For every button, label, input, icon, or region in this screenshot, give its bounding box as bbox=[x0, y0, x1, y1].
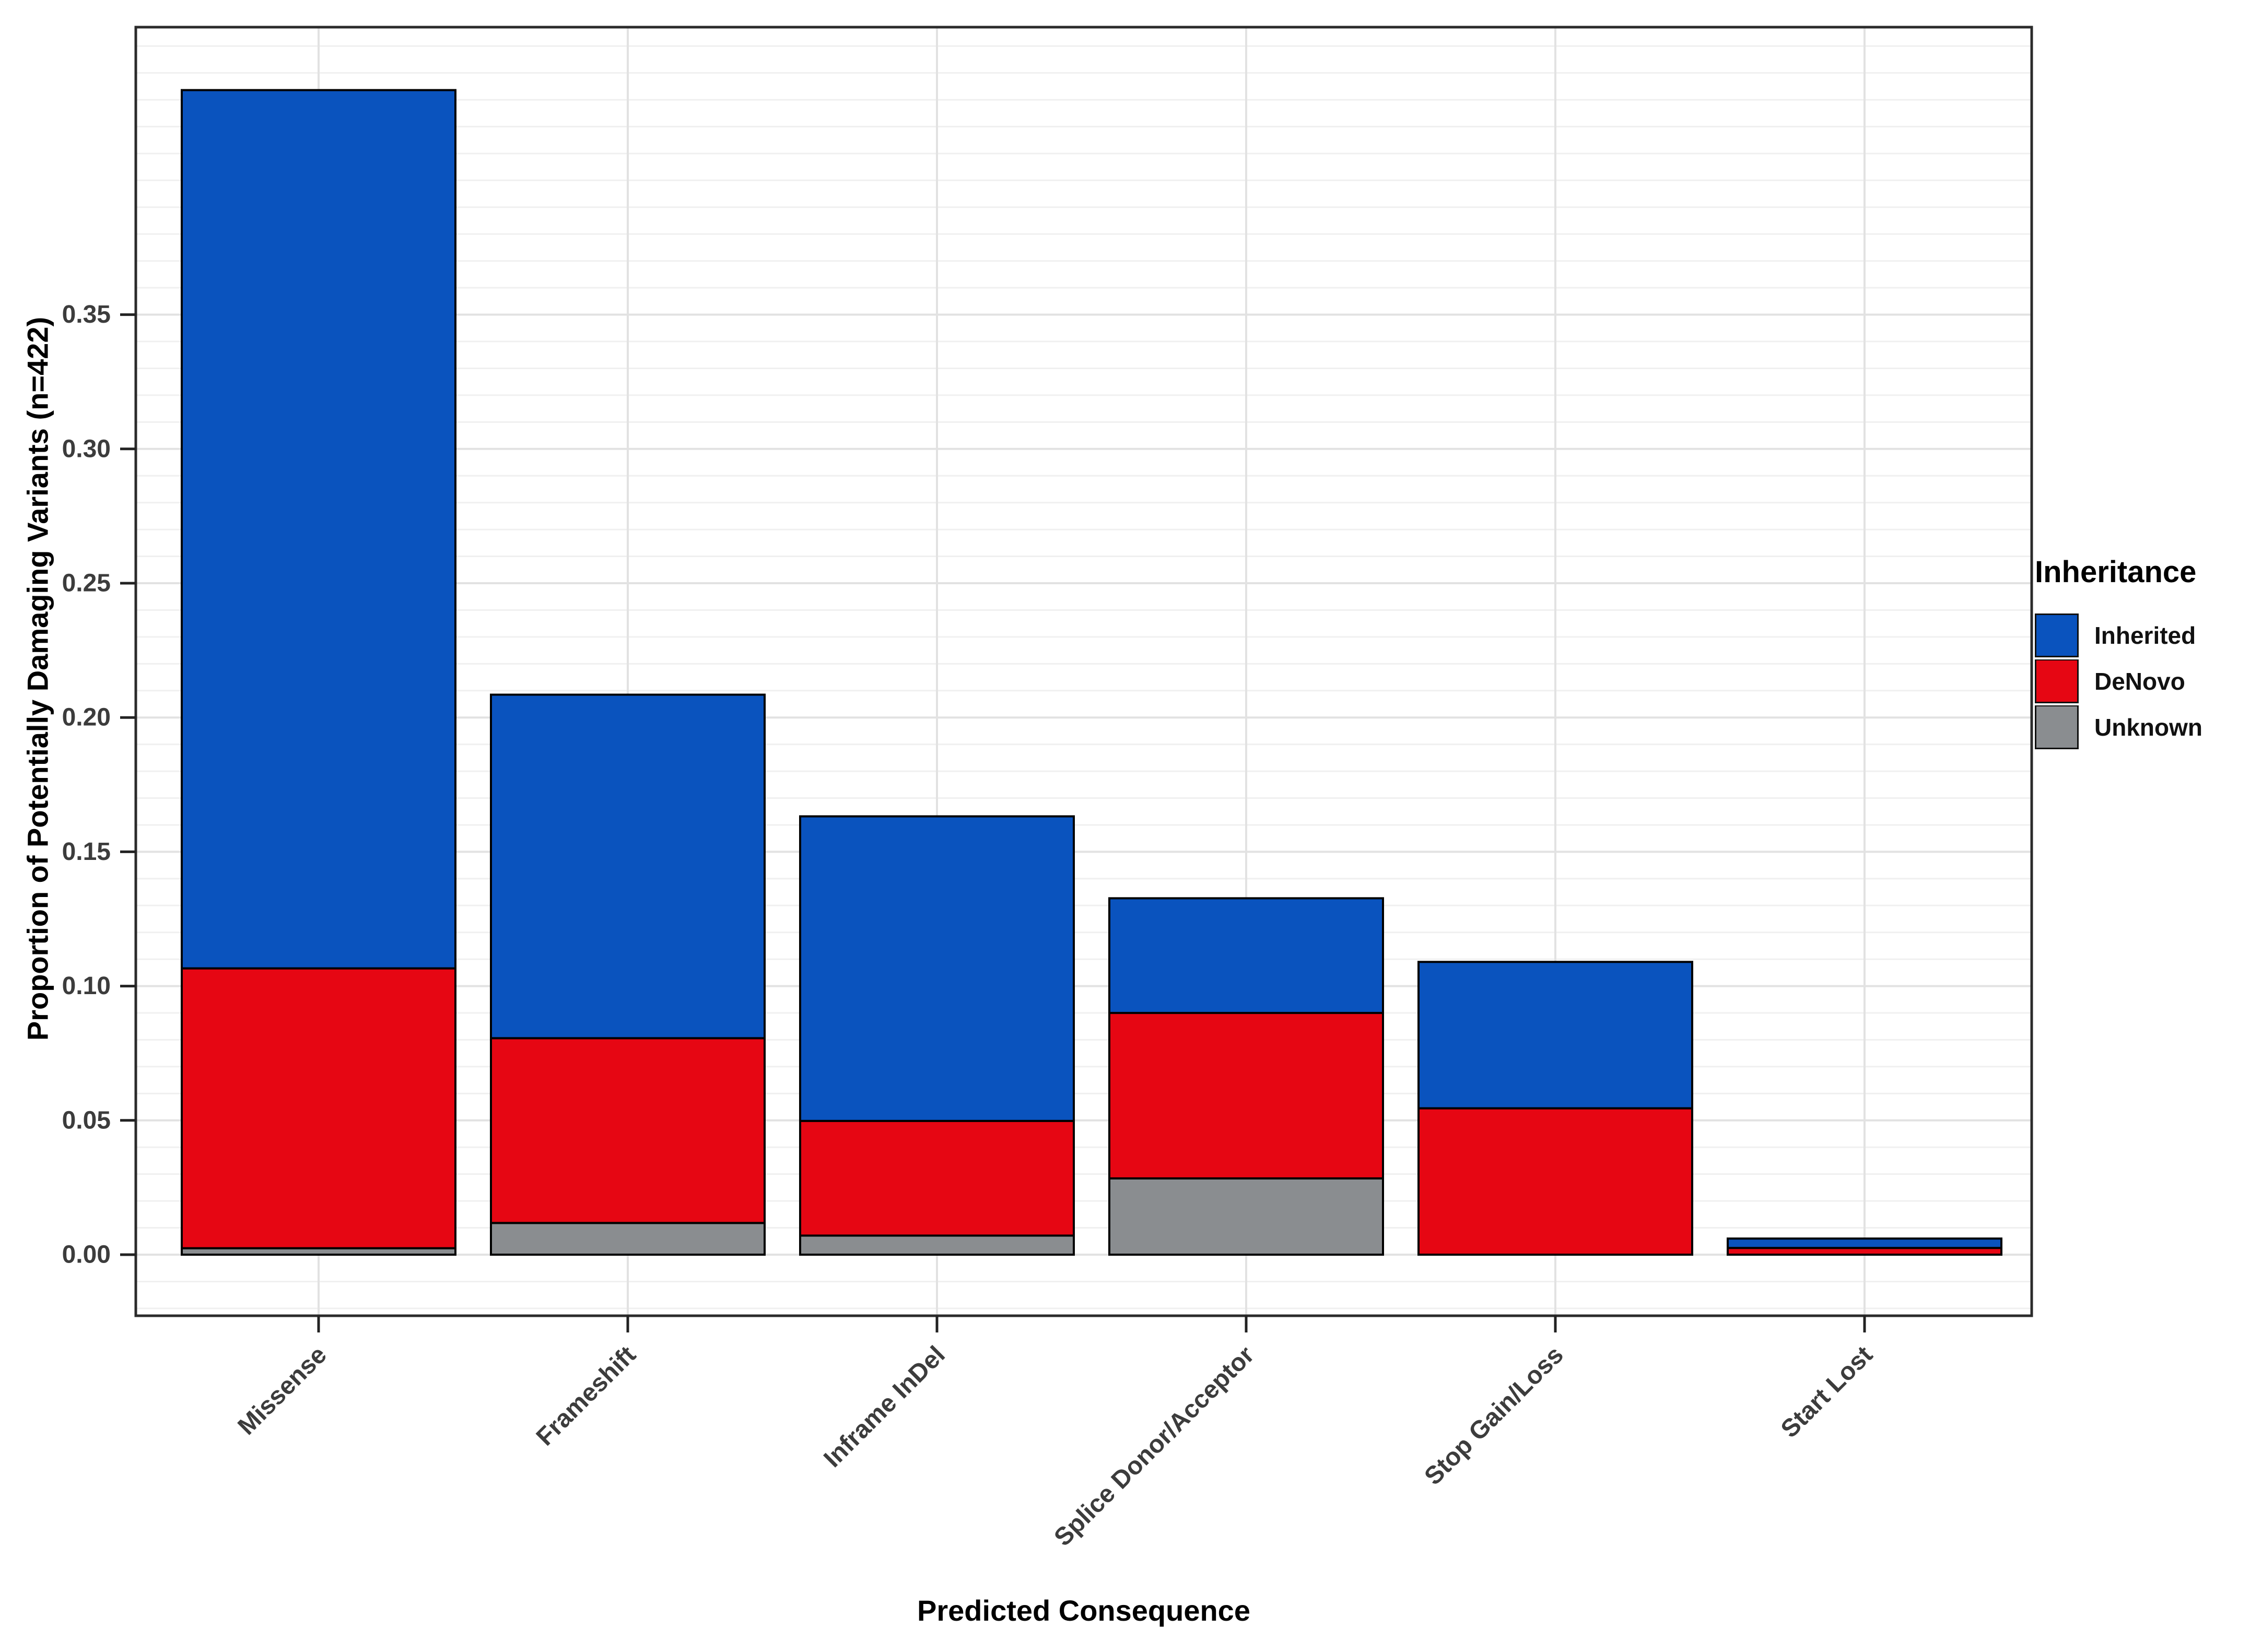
legend-entry-unknown: Unknown bbox=[2035, 704, 2259, 750]
bar-segment-inherited-1 bbox=[181, 89, 456, 970]
bar-segment-inherited-5 bbox=[1417, 961, 1693, 1110]
legend-title: Inheritance bbox=[2035, 555, 2197, 589]
y-tick-label: 0.00 bbox=[62, 1241, 111, 1269]
bar-segment-inherited-3 bbox=[799, 815, 1075, 1122]
x-tick-label: Start Lost bbox=[1776, 1341, 1878, 1443]
unknown-swatch-icon bbox=[2035, 705, 2079, 749]
y-tick-label: 0.15 bbox=[62, 838, 111, 866]
legend-entry-inherited: Inherited bbox=[2035, 612, 2259, 658]
bar-segment-unknown-2 bbox=[490, 1222, 766, 1256]
x-tick-label: Splice Donor/Acceptor bbox=[1049, 1341, 1259, 1551]
bar-segment-unknown-3 bbox=[799, 1234, 1075, 1256]
x-tick-label: Missense bbox=[232, 1341, 332, 1440]
denovo-swatch-icon bbox=[2035, 659, 2079, 703]
bar-segment-denovo-3 bbox=[799, 1119, 1075, 1237]
panel-border bbox=[134, 26, 2033, 1317]
bar-segment-denovo-5 bbox=[1417, 1107, 1693, 1256]
bar-segment-denovo-1 bbox=[181, 967, 456, 1249]
legend-label: DeNovo bbox=[2094, 668, 2185, 695]
x-axis-title: Predicted Consequence bbox=[917, 1594, 1250, 1627]
bar-segment-unknown-4 bbox=[1108, 1177, 1384, 1256]
legend-entry-denovo: DeNovo bbox=[2035, 658, 2259, 704]
bar-segment-inherited-6 bbox=[1727, 1237, 2002, 1249]
y-tick-label: 0.10 bbox=[62, 972, 111, 1000]
bar-segment-inherited-4 bbox=[1108, 897, 1384, 1014]
legend: Inheritance Inherited DeNovo Unknown bbox=[2035, 554, 2259, 750]
legend-label: Unknown bbox=[2094, 714, 2202, 741]
inherited-swatch-icon bbox=[2035, 613, 2079, 657]
bar-segment-denovo-2 bbox=[490, 1037, 766, 1224]
y-tick-label: 0.30 bbox=[62, 435, 111, 463]
bar-segment-inherited-2 bbox=[490, 693, 766, 1040]
x-tick-label: Stop Gain/Loss bbox=[1419, 1341, 1568, 1490]
bar-segment-denovo-4 bbox=[1108, 1012, 1384, 1179]
y-tick-label: 0.20 bbox=[62, 704, 111, 731]
y-tick-label: 0.35 bbox=[62, 301, 111, 328]
x-tick-label: Inframe InDel bbox=[818, 1341, 950, 1472]
y-tick-label: 0.05 bbox=[62, 1106, 111, 1134]
y-tick-label: 0.25 bbox=[62, 570, 111, 597]
y-axis-title: Proportion of Potentially Damaging Varia… bbox=[21, 316, 54, 1041]
legend-label: Inherited bbox=[2094, 622, 2196, 649]
x-tick-label: Frameshift bbox=[531, 1341, 641, 1451]
